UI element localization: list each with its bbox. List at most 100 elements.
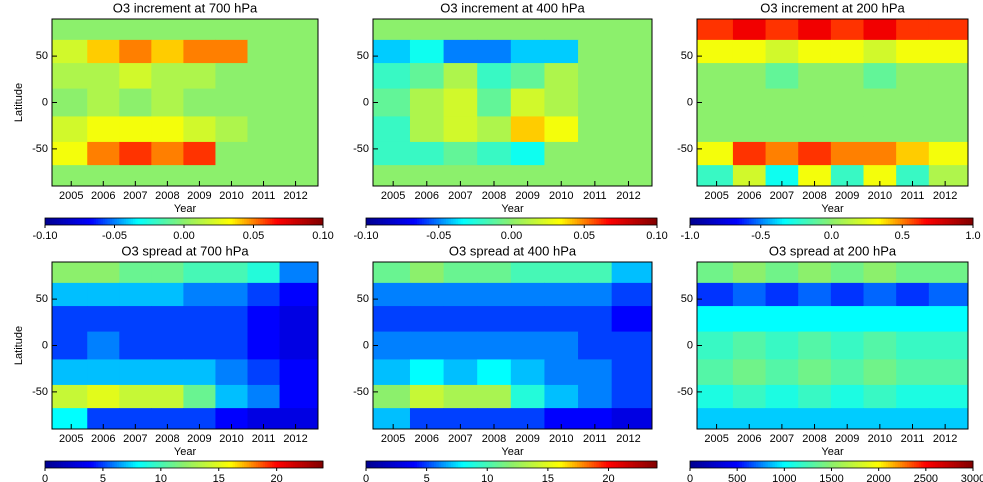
colorbar-step <box>758 218 762 225</box>
colorbar-step <box>244 218 247 225</box>
y-tick-label: -50 <box>353 143 369 155</box>
colorbar-step <box>720 461 724 468</box>
heat-cell <box>896 384 930 409</box>
heat-cell <box>373 408 411 430</box>
colorbar-step <box>269 218 273 225</box>
colorbar-step <box>789 218 792 225</box>
heat-cell <box>765 306 799 333</box>
heat-cell <box>119 282 152 307</box>
colorbar-step <box>947 461 950 468</box>
colorbar-step <box>739 218 743 225</box>
heat-cell <box>697 19 734 41</box>
colorbar-step <box>443 461 447 468</box>
colorbar-step <box>713 461 717 468</box>
colorbar-step <box>285 461 289 468</box>
heat-cell <box>798 384 832 409</box>
colorbar-step <box>260 218 264 225</box>
heat-cell <box>830 282 865 307</box>
colorbar-step <box>930 461 934 468</box>
colorbar-step <box>299 461 303 468</box>
colorbar-step <box>316 218 319 225</box>
colorbar-step <box>255 461 259 468</box>
colorbar-step <box>283 218 287 225</box>
colorbar-step <box>873 218 877 225</box>
colorbar-step <box>637 461 641 468</box>
colorbar-step <box>789 461 792 468</box>
colorbar-step <box>135 218 139 225</box>
heat-cell <box>215 384 248 409</box>
colorbar-step <box>513 218 517 225</box>
heat-cell <box>477 282 512 307</box>
heat-cell <box>578 19 613 41</box>
colorbar-step <box>822 218 825 225</box>
heat-cell <box>443 141 478 166</box>
y-tick-label: 0 <box>687 339 693 351</box>
x-tick-label: 2007 <box>123 433 147 445</box>
x-tick-label: 2010 <box>549 433 573 445</box>
colorbar-step <box>701 218 705 225</box>
heat-cell <box>830 306 865 333</box>
colorbar-step <box>137 218 141 225</box>
colorbar-step <box>75 218 78 225</box>
colorbar-step <box>939 461 943 468</box>
heat-cell <box>443 39 478 64</box>
colorbar-step <box>840 218 844 225</box>
heat-cell <box>443 282 478 307</box>
colorbar-step <box>763 461 766 468</box>
heat-cell <box>830 384 865 409</box>
heat-cell <box>151 88 184 117</box>
heat-cell <box>119 384 152 409</box>
heat-cell <box>928 262 969 284</box>
heat-cell <box>373 116 411 143</box>
colorbar-step <box>647 461 651 468</box>
colorbar-step <box>627 218 631 225</box>
colorbar-step <box>765 218 769 225</box>
heat-cell <box>863 262 897 284</box>
heat-cell <box>830 88 865 117</box>
heat-cell <box>928 331 969 360</box>
colorbar-step <box>75 461 78 468</box>
colorbar-step <box>211 461 215 468</box>
heat-cell <box>87 165 120 187</box>
heat-cell <box>373 141 411 166</box>
colorbar-step <box>642 218 646 225</box>
colorbar-step <box>741 461 745 468</box>
heat-cell <box>119 116 152 143</box>
colorbar-step <box>869 218 872 225</box>
heat-cell <box>928 116 969 143</box>
colorbar-step <box>516 461 520 468</box>
colorbar-step <box>61 461 64 468</box>
heat-cell <box>52 165 88 187</box>
colorbar-step <box>165 461 169 468</box>
heat-cell <box>477 19 512 41</box>
colorbar-step <box>888 218 891 225</box>
colorbar-step <box>174 461 178 468</box>
colorbar-step <box>584 461 588 468</box>
colorbar-step <box>715 218 719 225</box>
colorbar-step <box>204 218 208 225</box>
panel: O3 increment at 400 hPa 2005 2006 2007 2008 2… <box>353 0 668 241</box>
heat-cell <box>765 39 799 64</box>
colorbar-step <box>397 461 401 468</box>
colorbar-step <box>793 218 797 225</box>
heat-cell <box>183 359 216 386</box>
heat-cell <box>830 116 865 143</box>
colorbar-step <box>923 218 927 225</box>
heat-cell <box>443 165 478 187</box>
heat-cell <box>798 116 832 143</box>
colorbar-step <box>56 218 60 225</box>
colorbar-step <box>812 218 816 225</box>
colorbar-step <box>135 461 139 468</box>
colorbar-step <box>916 461 920 468</box>
colorbar-step <box>193 218 196 225</box>
colorbar-step <box>572 218 575 225</box>
colorbar-step <box>826 218 830 225</box>
colorbar-step <box>829 218 832 225</box>
heat-cell <box>119 359 152 386</box>
colorbar-step <box>562 461 566 468</box>
heat-cell <box>443 63 478 90</box>
colorbar-step <box>409 461 413 468</box>
colorbar-step <box>516 218 520 225</box>
colorbar-step <box>276 461 280 468</box>
colorbar-step <box>598 461 602 468</box>
